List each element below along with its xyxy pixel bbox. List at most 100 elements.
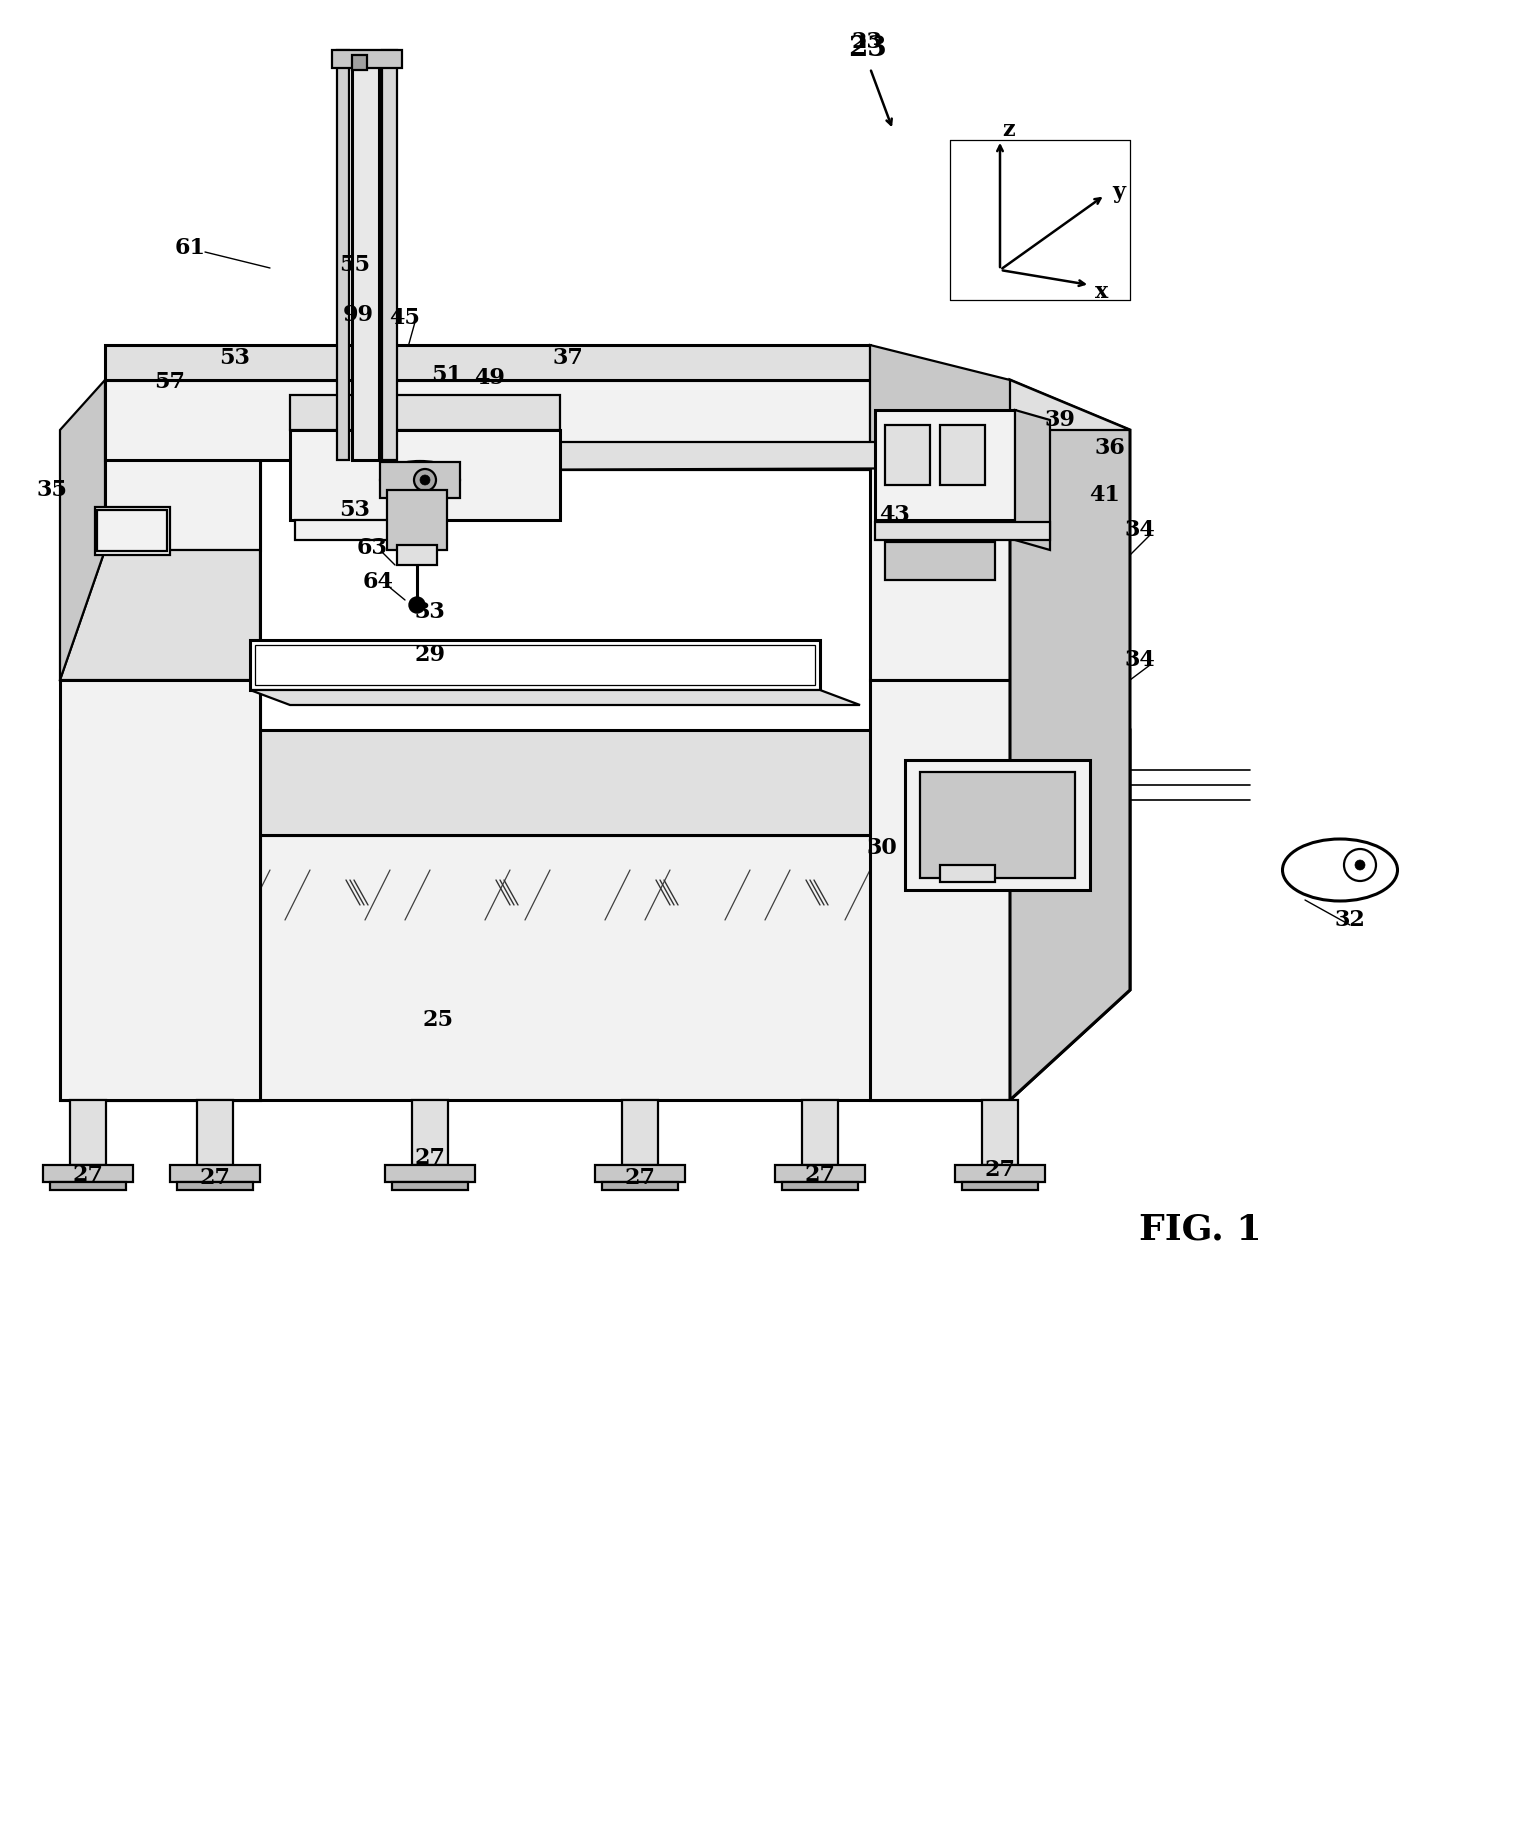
Polygon shape [70,1100,106,1164]
Text: 53: 53 [220,346,250,370]
Polygon shape [871,344,1010,459]
Polygon shape [61,381,105,680]
Text: 61: 61 [174,237,205,259]
Polygon shape [391,1182,469,1190]
Polygon shape [379,463,460,497]
Polygon shape [875,410,1015,519]
Polygon shape [382,49,397,459]
Polygon shape [352,49,379,459]
Polygon shape [919,773,1076,878]
Circle shape [414,468,435,490]
Polygon shape [1010,381,1130,1100]
Polygon shape [884,541,995,579]
Polygon shape [332,49,402,67]
Polygon shape [981,1100,1018,1164]
Text: 36: 36 [1095,437,1126,459]
Ellipse shape [1282,838,1397,902]
Text: 27: 27 [200,1168,231,1190]
Polygon shape [884,425,930,485]
Text: 41: 41 [1089,485,1121,507]
Text: 34: 34 [1124,519,1156,541]
Polygon shape [871,680,1010,1100]
Text: x: x [1095,281,1109,302]
Text: 29: 29 [414,643,446,667]
Ellipse shape [379,461,460,499]
Polygon shape [802,1100,837,1164]
Polygon shape [385,1164,475,1182]
Text: 49: 49 [475,366,505,390]
Polygon shape [956,1164,1045,1182]
Polygon shape [875,521,1050,539]
Text: 35: 35 [36,479,67,501]
Text: z: z [1003,118,1015,140]
Polygon shape [941,425,985,485]
Circle shape [1355,860,1365,869]
Polygon shape [413,1100,448,1164]
Text: 55: 55 [340,253,370,275]
Polygon shape [775,1164,865,1182]
Text: 30: 30 [866,836,898,858]
Text: 57: 57 [155,372,185,394]
Polygon shape [96,507,170,556]
Text: 27: 27 [985,1159,1015,1181]
Polygon shape [197,1100,234,1164]
Text: 45: 45 [390,306,420,330]
Text: 43: 43 [880,505,910,527]
Text: 53: 53 [340,499,370,521]
Polygon shape [352,55,367,69]
Text: FIG. 1: FIG. 1 [1139,1213,1261,1246]
Circle shape [410,598,425,612]
Polygon shape [105,381,259,550]
Polygon shape [387,490,448,550]
Polygon shape [602,1182,678,1190]
Text: 33: 33 [414,601,446,623]
Text: 63: 63 [356,537,387,559]
Text: 27: 27 [625,1168,655,1190]
Text: 34: 34 [1124,649,1156,670]
Polygon shape [941,865,995,882]
Text: 25: 25 [423,1009,454,1031]
Polygon shape [50,1182,126,1190]
Polygon shape [595,1164,686,1182]
Circle shape [1344,849,1376,882]
Polygon shape [294,519,390,539]
Text: 99: 99 [343,304,373,326]
Polygon shape [105,834,1010,1100]
Polygon shape [1015,410,1050,550]
Polygon shape [781,1182,859,1190]
Polygon shape [337,49,349,459]
Polygon shape [105,344,871,381]
Polygon shape [397,545,437,565]
Polygon shape [61,550,259,680]
Text: 27: 27 [804,1164,836,1186]
Polygon shape [177,1182,253,1190]
Text: 51: 51 [431,364,463,386]
Polygon shape [962,1182,1038,1190]
Text: y: y [1112,180,1126,202]
Polygon shape [170,1164,259,1182]
Polygon shape [250,640,821,691]
Polygon shape [250,691,860,705]
Text: 23: 23 [848,35,886,62]
Polygon shape [871,381,1010,680]
Polygon shape [105,430,259,731]
Text: 64: 64 [363,570,393,592]
Polygon shape [105,381,305,430]
Circle shape [420,476,429,485]
Polygon shape [61,731,259,1100]
Text: 27: 27 [414,1148,446,1170]
Polygon shape [429,443,1010,470]
Text: 27: 27 [73,1164,103,1186]
Polygon shape [290,430,560,519]
Text: 39: 39 [1045,408,1076,432]
Text: 32: 32 [1335,909,1365,931]
Polygon shape [1010,731,1130,1100]
Polygon shape [871,381,1130,430]
Polygon shape [42,1164,133,1182]
Polygon shape [61,680,259,1100]
Polygon shape [105,570,150,731]
Text: 23: 23 [851,31,883,53]
Polygon shape [622,1100,658,1164]
Polygon shape [105,381,871,459]
Polygon shape [290,395,560,430]
